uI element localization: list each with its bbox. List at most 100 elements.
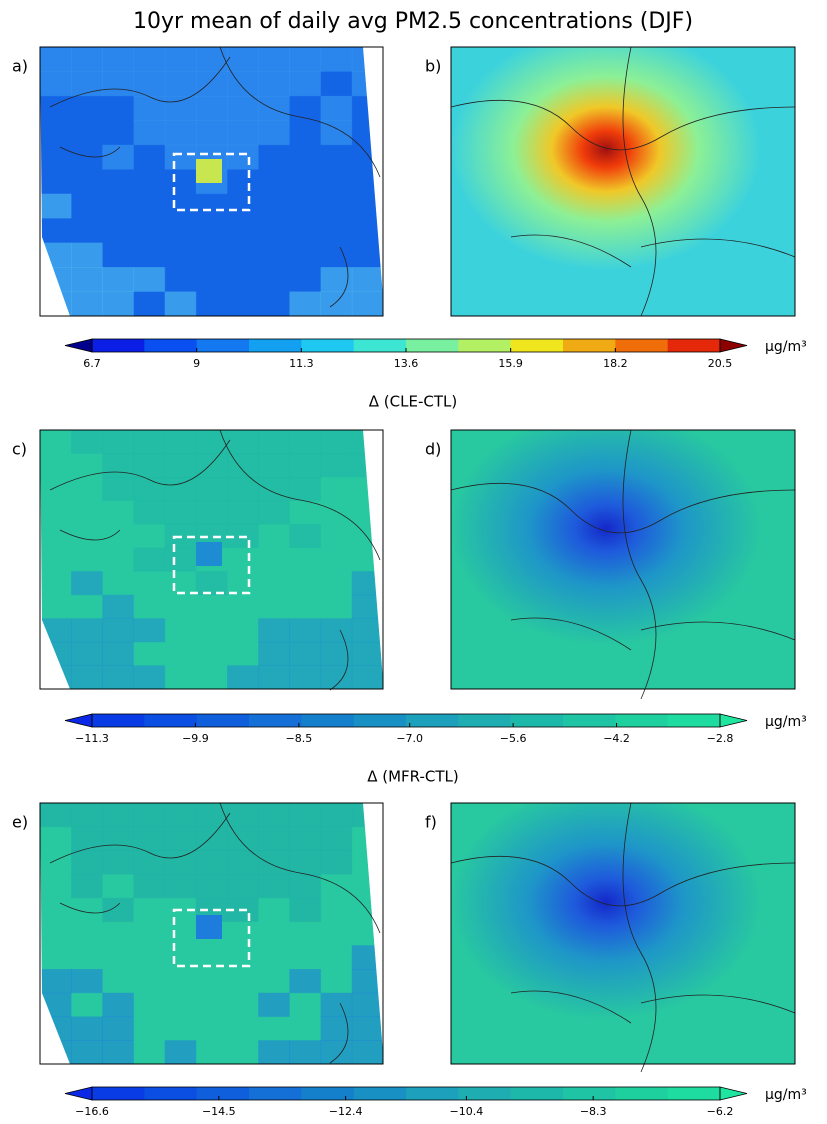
map-cell <box>165 292 197 317</box>
map-cell <box>321 1040 353 1064</box>
colorbar-tick-label: −11.3 <box>75 732 109 745</box>
map-cell <box>134 454 166 478</box>
colorbar-segment <box>144 1087 197 1100</box>
colorbar-extend-low <box>65 714 92 727</box>
map-cell <box>196 993 228 1017</box>
map-cell <box>289 430 321 454</box>
map-cell <box>227 618 259 642</box>
map-cell <box>289 477 321 501</box>
map-cell <box>321 945 353 969</box>
map-cell <box>40 548 72 572</box>
panel-label: b) <box>425 57 441 76</box>
map-cell <box>40 71 72 96</box>
map-cell <box>134 993 166 1017</box>
map-field <box>451 430 795 689</box>
figure-title: 10yr mean of daily avg PM2.5 concentrati… <box>133 9 693 34</box>
map-cell <box>321 898 353 922</box>
map-cell <box>196 595 228 619</box>
map-cell <box>71 292 103 317</box>
map-cell <box>196 292 228 317</box>
map-cell <box>40 477 72 501</box>
map-cell <box>71 993 103 1017</box>
map-cell <box>165 145 197 170</box>
map-cell <box>102 267 134 292</box>
colorbar-segment <box>406 714 459 727</box>
map-cell <box>289 218 321 243</box>
map-cell <box>134 874 166 898</box>
map-cell <box>258 145 290 170</box>
map-cell <box>321 618 353 642</box>
map-cell <box>289 454 321 478</box>
map-cell <box>165 243 197 268</box>
map-cell <box>321 96 353 121</box>
map-cell <box>71 120 103 145</box>
map-cell <box>289 501 321 525</box>
map-cell <box>134 120 166 145</box>
map-cell <box>40 430 72 454</box>
map-cell <box>352 267 384 292</box>
colorbar-segment <box>615 1087 668 1100</box>
map-cell <box>134 1017 166 1041</box>
colorbar-tick-label: 15.9 <box>498 357 523 370</box>
map-cell <box>134 47 166 72</box>
map-cell <box>289 665 321 689</box>
map-cell <box>71 548 103 572</box>
map-cell <box>165 194 197 219</box>
map-cell <box>258 120 290 145</box>
map-cell <box>258 194 290 219</box>
map-cell <box>227 969 259 993</box>
map-cell <box>71 850 103 874</box>
colorbar-tick-label: 9 <box>193 357 200 370</box>
map-cell <box>289 969 321 993</box>
map-cell <box>40 169 72 194</box>
map-cell-center <box>196 159 222 183</box>
map-cell <box>258 595 290 619</box>
map-cell <box>102 96 134 121</box>
map-cell <box>40 145 72 170</box>
map-cell <box>102 898 134 922</box>
map-cell <box>102 477 134 501</box>
map-cell <box>289 850 321 874</box>
map-cell <box>134 665 166 689</box>
map-cell <box>71 571 103 595</box>
colorbar-segment <box>301 339 354 352</box>
map-cell <box>165 267 197 292</box>
map-cell <box>102 665 134 689</box>
map-cell <box>258 993 290 1017</box>
colorbar-segment <box>406 339 459 352</box>
map-cell <box>102 571 134 595</box>
map-cell <box>40 120 72 145</box>
map-cell <box>196 1040 228 1064</box>
map-cell <box>289 595 321 619</box>
map-cell <box>134 803 166 827</box>
colorbar-tick-label: −16.6 <box>75 1105 109 1118</box>
colorbar-segment <box>197 1087 250 1100</box>
map-cell <box>258 218 290 243</box>
map-cell <box>134 218 166 243</box>
colorbar-segment <box>406 1087 459 1100</box>
colorbar-segment <box>249 714 302 727</box>
map-cell <box>102 71 134 96</box>
map-cell <box>196 1017 228 1041</box>
map-cell <box>258 1040 290 1064</box>
map-cell <box>165 827 197 851</box>
map-cell <box>227 454 259 478</box>
map-cell <box>71 595 103 619</box>
map-cell <box>258 169 290 194</box>
map-cell <box>102 827 134 851</box>
map-cell <box>258 501 290 525</box>
map-cell <box>258 267 290 292</box>
map-cell <box>196 47 228 72</box>
map-cell <box>289 945 321 969</box>
map-cell <box>258 850 290 874</box>
map-cell <box>102 874 134 898</box>
map-cell <box>165 548 197 572</box>
map-cell <box>258 665 290 689</box>
map-cell <box>321 243 353 268</box>
map-cell <box>165 96 197 121</box>
colorbar-extend-high <box>720 714 747 727</box>
map-cell <box>71 267 103 292</box>
map-cell <box>321 454 353 478</box>
map-cell <box>165 642 197 666</box>
map-cell <box>196 501 228 525</box>
